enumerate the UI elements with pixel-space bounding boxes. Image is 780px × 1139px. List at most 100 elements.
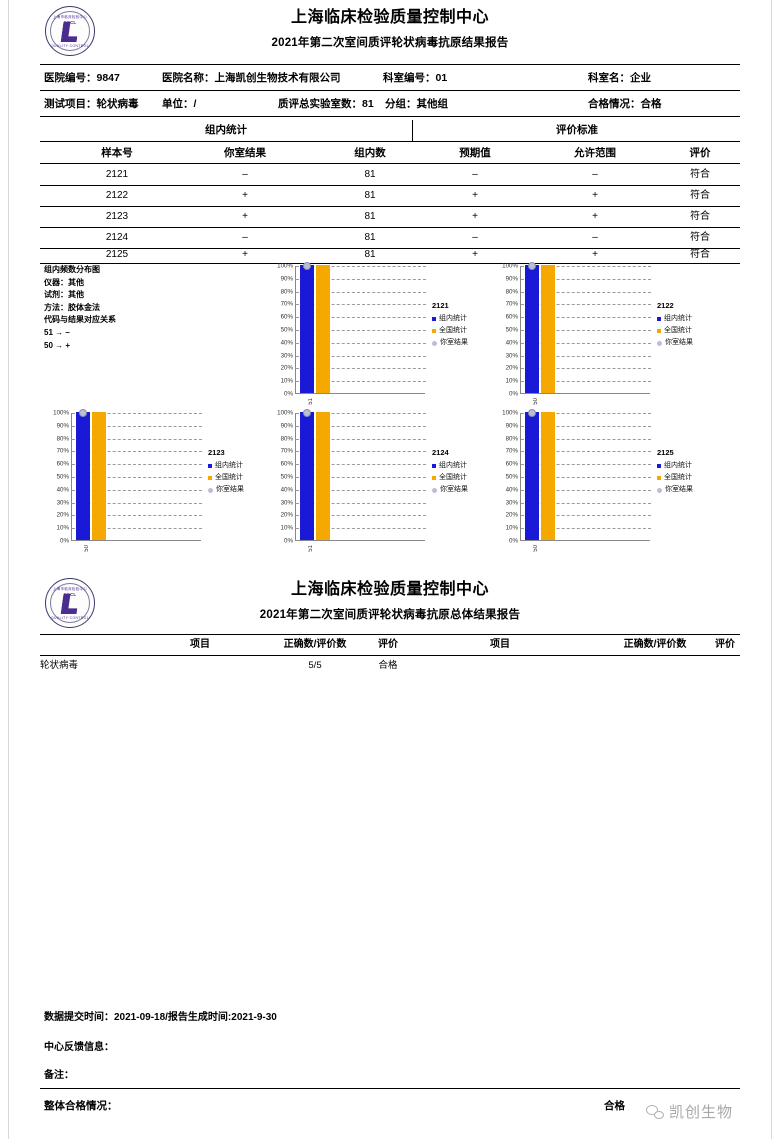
- legend-swatch: [657, 487, 662, 493]
- cell-expected: +: [472, 211, 478, 222]
- page-edge-right: [771, 0, 772, 1139]
- chart-y-tick-label: 70%: [280, 300, 293, 308]
- chart-gridline: [72, 451, 202, 453]
- frequency-chart-2122: 0% 10% 20% 30% 40% 50% 60% 70% 80% 90% 100% 50 2122 组…: [487, 262, 702, 412]
- cell-evaluation: 符合: [690, 249, 710, 260]
- legend-swatch: [657, 340, 662, 346]
- code-mapping-line: 50 → +: [44, 340, 71, 350]
- summary-title: 上海临床检验质量控制中心: [290, 581, 489, 598]
- table-row: 2121 – 81 – – 符合: [40, 164, 740, 185]
- chart-gridline: [72, 425, 202, 427]
- report-header: 上海市临床检验中心 SCCL QUALITY CONTROL 上海临床检验质量控…: [40, 0, 740, 60]
- chart-gridline: [521, 304, 651, 306]
- legend-swatch: [208, 464, 212, 468]
- chart-gridline: [72, 489, 202, 491]
- chart-bar-national: [316, 265, 330, 393]
- chart-bar-intragroup: [525, 412, 539, 540]
- chart-gridline: [521, 368, 651, 370]
- chart-y-tick-label: 60%: [505, 460, 518, 468]
- chart-gridline: [296, 489, 426, 491]
- sum-col-item-left: 项目: [190, 639, 210, 650]
- table-row: 2123 + 81 + + 符合: [40, 206, 740, 227]
- dept-id-value: 01: [435, 72, 448, 84]
- cell-expected: +: [472, 249, 478, 260]
- chart-y-tick-label: 0%: [509, 537, 518, 545]
- col-expected: 预期值: [459, 147, 491, 159]
- chart-gridline: [521, 266, 651, 267]
- chart-bar-national: [541, 412, 555, 540]
- chart-gridline: [72, 413, 202, 414]
- chart-gridline: [72, 464, 202, 466]
- total-labs-label: 质评总实验室数：: [278, 98, 362, 110]
- legend-swatch: [657, 329, 661, 333]
- legend-label: 组内统计: [439, 315, 467, 322]
- chart-plot-area: 0% 10% 20% 30% 40% 50% 60% 70% 80% 90% 100% 51: [277, 409, 426, 552]
- chart-y-tick-label: 0%: [509, 390, 518, 398]
- cell-allowed: +: [592, 190, 598, 201]
- chart-gridline: [521, 451, 651, 453]
- cell-expected: +: [472, 190, 478, 201]
- hospital-name-label: 医院名称：: [162, 72, 215, 84]
- divider-group-header: [40, 141, 740, 142]
- chart-gridline: [296, 413, 426, 414]
- cell-allowed: +: [592, 249, 598, 260]
- chart-gridline: [296, 381, 426, 383]
- chart-gridline: [521, 278, 651, 280]
- seal-top-text: 上海市临床检验中心: [52, 587, 88, 591]
- chart-bar-intragroup: [300, 265, 314, 393]
- divider-info-2: [40, 116, 740, 117]
- cell-your-result: +: [242, 211, 248, 222]
- legend-label: 你室结果: [665, 486, 693, 493]
- chart-bar-intragroup: [300, 412, 314, 540]
- legend-item: 你室结果: [432, 337, 468, 349]
- chart-your-result-marker: [79, 409, 87, 417]
- chart-gridline: [296, 464, 426, 466]
- legend-item: 组内统计: [657, 313, 693, 325]
- chart-gridline: [521, 438, 651, 440]
- frequency-chart-2124: 0% 10% 20% 30% 40% 50% 60% 70% 80% 90% 100% 51 2124 组…: [262, 409, 477, 559]
- chart-y-tick-label: 90%: [280, 275, 293, 283]
- chart-gridline: [296, 330, 426, 331]
- col-sample-no: 样本号: [101, 147, 133, 159]
- chart-title: 2124: [432, 448, 449, 457]
- sum-col-eval-right: 评价: [715, 639, 735, 650]
- page-edge-left: [8, 0, 9, 1139]
- legend-swatch: [432, 329, 436, 333]
- chart-gridline: [296, 502, 426, 504]
- chart-gridline: [296, 278, 426, 280]
- cell-sample: 2125: [105, 249, 129, 260]
- divider-summary-header: [40, 634, 740, 635]
- divider-footer: [40, 1088, 740, 1089]
- frequency-chart-2125: 0% 10% 20% 30% 40% 50% 60% 70% 80% 90% 100% 50 2125 组…: [487, 409, 702, 559]
- wechat-icon: [646, 1104, 664, 1119]
- unit-label: 单位：: [162, 98, 194, 110]
- legend-item: 你室结果: [657, 484, 693, 496]
- dept-name-value: 企业: [630, 72, 651, 84]
- sum-col-eval-left: 评价: [378, 639, 398, 650]
- chart-y-tick-label: 100%: [502, 262, 518, 270]
- cell-your-result: –: [242, 169, 248, 180]
- cell-allowed: –: [592, 232, 598, 243]
- chart-gridline: [521, 489, 651, 491]
- chart-gridline: [521, 355, 651, 357]
- chart-y-tick-label: 20%: [56, 511, 69, 519]
- cell-sample: 2124: [105, 232, 129, 243]
- chart-y-tick-label: 100%: [502, 409, 518, 417]
- chart-y-tick-label: 0%: [284, 537, 293, 545]
- info-row-2: 测试项目：轮状病毒 单位：/ 质评总实验室数：81 分组：其他组 合格情况：合格: [40, 92, 740, 116]
- chart-y-tick-label: 50%: [280, 326, 293, 334]
- summary-header: 上海市临床检验中心 SCCL QUALITY CONTROL 上海临床检验质量控…: [40, 572, 740, 632]
- test-item-label: 测试项目：: [44, 98, 97, 110]
- legend-swatch: [657, 464, 661, 468]
- legend-item: 组内统计: [657, 460, 693, 472]
- chart-y-tick-label: 30%: [56, 499, 69, 507]
- cell-group-count: 81: [364, 169, 376, 180]
- legend-label: 你室结果: [216, 486, 244, 493]
- chart-bar-intragroup: [525, 265, 539, 393]
- total-labs-value: 81: [362, 98, 374, 110]
- chart-y-tick-label: 40%: [56, 486, 69, 494]
- chart-y-tick-label: 20%: [280, 511, 293, 519]
- cell-evaluation: 符合: [690, 232, 710, 243]
- legend-label: 你室结果: [440, 486, 468, 493]
- chart-plot-area: 0% 10% 20% 30% 40% 50% 60% 70% 80% 90% 100% 50: [502, 262, 651, 405]
